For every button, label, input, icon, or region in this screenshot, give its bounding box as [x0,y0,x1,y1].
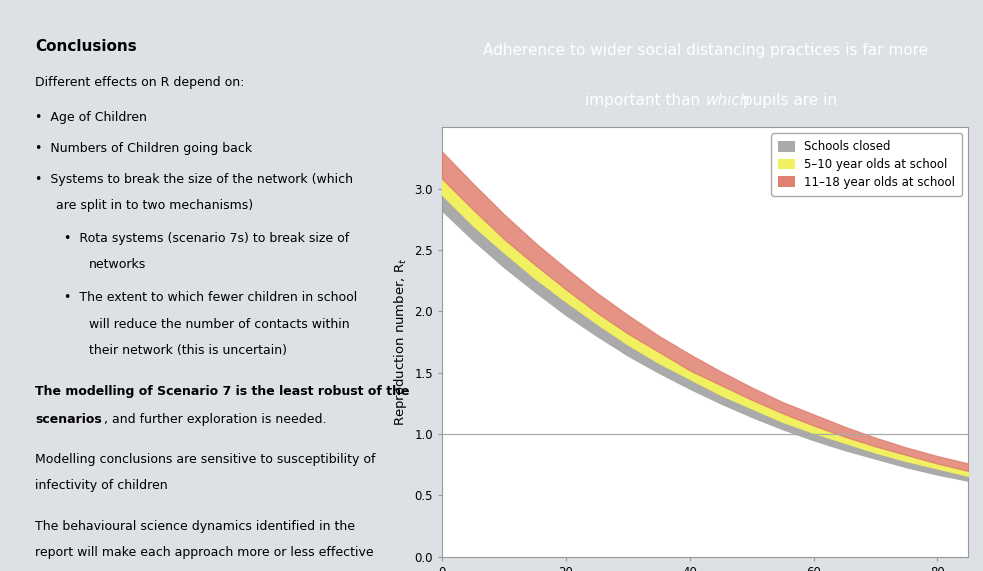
Text: •  Systems to break the size of the network (which: • Systems to break the size of the netwo… [35,173,354,186]
Text: important than: important than [585,93,705,108]
Text: Modelling conclusions are sensitive to susceptibility of: Modelling conclusions are sensitive to s… [35,453,376,466]
Text: pupils are in: pupils are in [738,93,838,108]
Text: •  Numbers of Children going back: • Numbers of Children going back [35,142,253,155]
Text: Different effects on R depend on:: Different effects on R depend on: [35,77,245,89]
Text: infectivity of children: infectivity of children [35,480,168,493]
Text: report will make each approach more or less effective: report will make each approach more or l… [35,546,375,560]
Y-axis label: Reproduction number, R$_t$: Reproduction number, R$_t$ [392,258,409,426]
Text: •  Age of Children: • Age of Children [35,111,147,123]
Text: will reduce the number of contacts within: will reduce the number of contacts withi… [89,317,350,331]
Text: , and further exploration is needed.: , and further exploration is needed. [103,413,326,425]
Text: •  Rota systems (scenario 7s) to break size of: • Rota systems (scenario 7s) to break si… [64,232,350,245]
Text: are split in to two mechanisms): are split in to two mechanisms) [56,199,254,212]
Text: •  The extent to which fewer children in school: • The extent to which fewer children in … [64,291,358,304]
Legend: Schools closed, 5–10 year olds at school, 11–18 year olds at school: Schools closed, 5–10 year olds at school… [772,133,962,196]
Text: scenarios: scenarios [35,413,102,425]
Text: The behavioural science dynamics identified in the: The behavioural science dynamics identif… [35,520,356,533]
Text: The modelling of Scenario 7 is the least robust of the: The modelling of Scenario 7 is the least… [35,384,410,397]
Text: Adherence to wider social distancing practices is far more: Adherence to wider social distancing pra… [483,43,928,58]
Text: which: which [705,93,750,108]
Text: networks: networks [89,259,146,271]
Text: Conclusions: Conclusions [35,39,138,54]
Text: their network (this is uncertain): their network (this is uncertain) [89,344,287,357]
